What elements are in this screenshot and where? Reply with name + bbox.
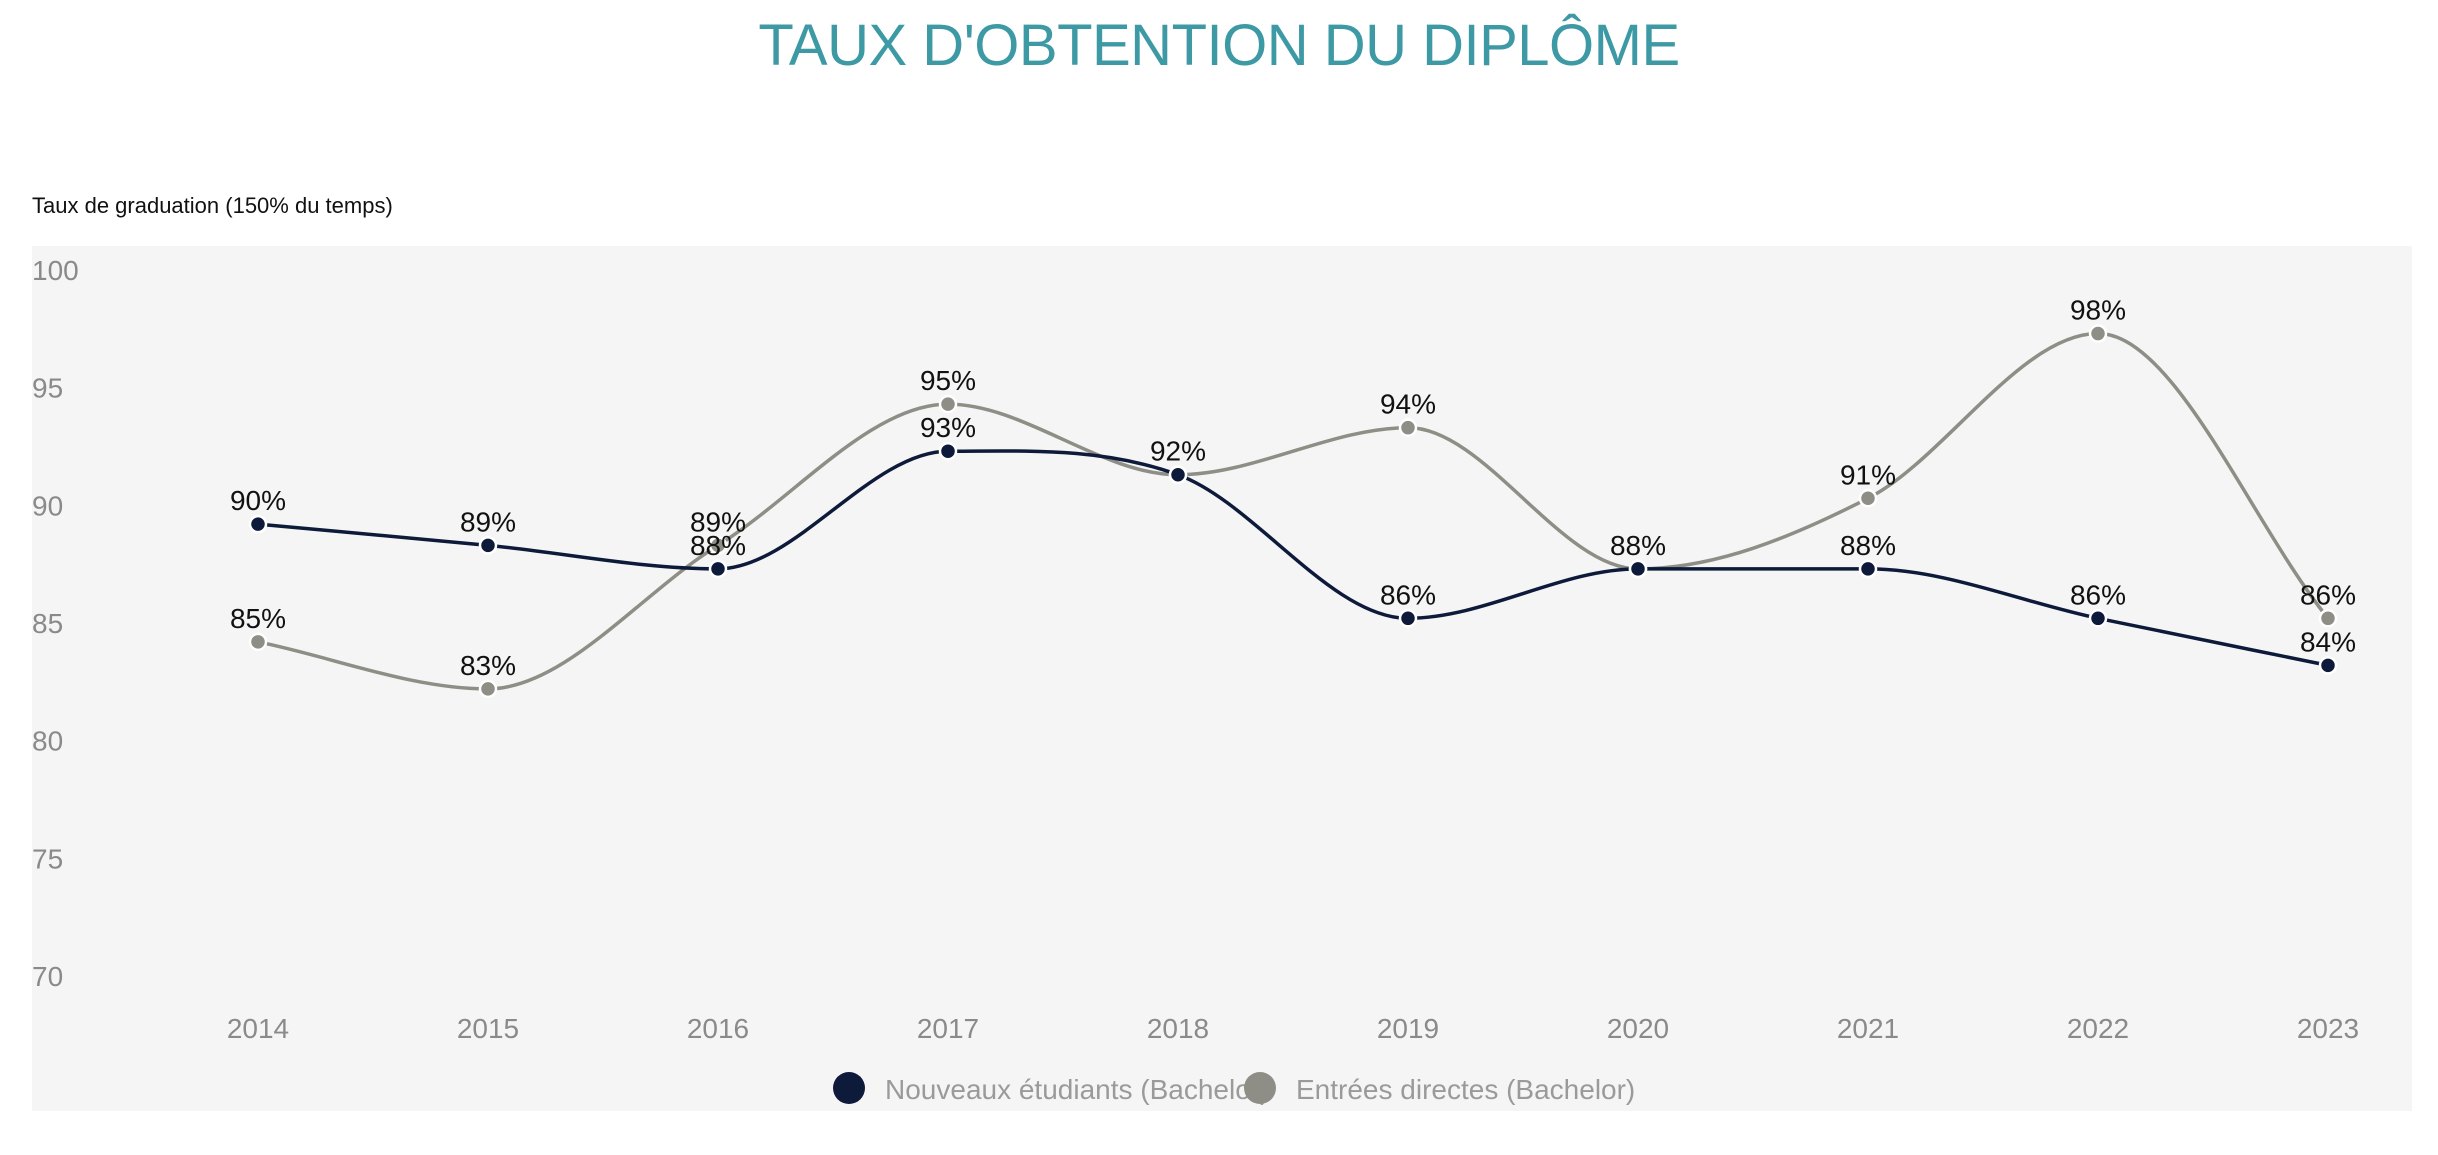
series-lines [257, 331, 2330, 691]
data-point[interactable] [2088, 324, 2108, 343]
y-axis-ticks: 100 95 90 85 80 75 70 [32, 255, 79, 992]
data-label: 92% [1150, 436, 1206, 467]
data-label: 89% [690, 506, 746, 537]
y-axis-title: Taux de graduation (150% du temps) [32, 193, 393, 218]
data-label: 98% [2070, 295, 2126, 326]
data-label: 88% [690, 530, 746, 561]
data-point[interactable] [2318, 609, 2338, 628]
data-point[interactable] [1168, 465, 1188, 484]
data-label: 94% [1380, 389, 1436, 420]
data-label: 89% [460, 506, 516, 537]
y-tick-label: 85 [32, 608, 63, 639]
series-line-0 [257, 449, 2329, 668]
legend-item[interactable]: Entrées directes (Bachelor) [1244, 1072, 1635, 1105]
chart-title: TAUX D'OBTENTION DU DIPLÔME [758, 13, 1680, 78]
data-point[interactable] [938, 394, 958, 414]
data-point[interactable] [1398, 418, 1418, 437]
data-point[interactable] [478, 679, 498, 699]
data-label: 90% [230, 485, 286, 516]
y-tick-label: 80 [32, 726, 63, 757]
data-point[interactable] [938, 441, 958, 461]
x-tick-label: 2018 [1147, 1013, 1209, 1044]
y-tick-label: 100 [32, 255, 79, 286]
x-tick-label: 2021 [1837, 1013, 1899, 1044]
plot-area [32, 246, 2412, 1111]
data-point[interactable] [1858, 559, 1878, 579]
x-tick-label: 2014 [227, 1013, 289, 1044]
x-tick-label: 2023 [2297, 1013, 2359, 1044]
legend-marker [1244, 1072, 1276, 1104]
x-axis-ticks: 2014 2015 2016 2017 2018 2019 2020 2021 2022 2023 [227, 1013, 2359, 1044]
data-labels: 90%89%88%93%92%86%88% 88%86%84%85%83%89%9… [230, 295, 2356, 681]
legend[interactable]: Nouveaux étudiants (Bachelor) Entrées dir… [833, 1072, 1635, 1105]
legend-item[interactable]: Nouveaux étudiants (Bachelor) [833, 1072, 1269, 1105]
x-tick-label: 2020 [1607, 1013, 1669, 1044]
legend-label: Nouveaux étudiants (Bachelor) [885, 1074, 1269, 1105]
data-label: 85% [230, 603, 286, 634]
legend-label: Entrées directes (Bachelor) [1296, 1074, 1635, 1105]
y-tick-label: 70 [32, 961, 63, 992]
data-point[interactable] [248, 632, 268, 652]
data-point[interactable] [2318, 656, 2338, 675]
data-label: 83% [460, 650, 516, 681]
x-tick-label: 2017 [917, 1013, 979, 1044]
legend-marker [833, 1072, 865, 1104]
data-point[interactable] [708, 536, 728, 555]
x-tick-label: 2016 [687, 1013, 749, 1044]
x-tick-label: 2015 [457, 1013, 519, 1044]
series-line-1 [257, 331, 2330, 691]
series-points [248, 324, 2338, 699]
y-tick-label: 95 [32, 373, 63, 404]
data-point[interactable] [708, 559, 728, 579]
data-label: 88% [1610, 530, 1666, 561]
data-point[interactable] [248, 514, 268, 534]
data-label: 86% [1380, 579, 1436, 610]
y-tick-label: 90 [32, 490, 63, 521]
data-point[interactable] [1858, 489, 1878, 508]
data-label: 88% [1840, 530, 1896, 561]
data-point[interactable] [2088, 609, 2108, 628]
x-tick-label: 2019 [1377, 1013, 1439, 1044]
y-tick-label: 75 [32, 843, 63, 874]
data-label: 95% [920, 365, 976, 396]
data-label: 91% [1840, 459, 1896, 490]
data-label: 86% [2300, 579, 2356, 610]
data-point[interactable] [1628, 559, 1648, 579]
x-tick-label: 2022 [2067, 1013, 2129, 1044]
data-point[interactable] [478, 536, 498, 555]
data-label: 84% [2300, 626, 2356, 657]
data-label: 86% [2070, 579, 2126, 610]
data-point[interactable] [1398, 609, 1418, 628]
data-label: 93% [920, 412, 976, 443]
